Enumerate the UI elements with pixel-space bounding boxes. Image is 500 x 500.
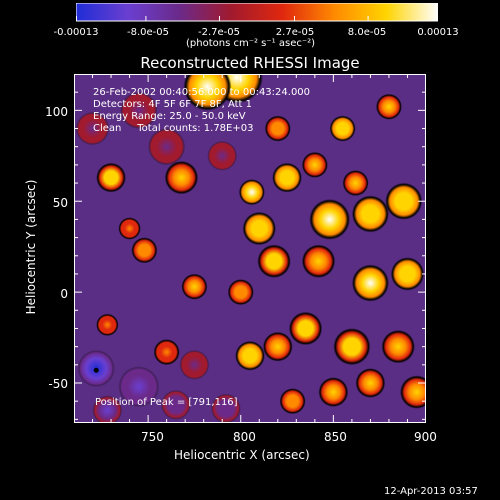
emission-source xyxy=(131,237,158,264)
negative-region xyxy=(120,91,158,129)
emission-source xyxy=(355,368,386,398)
emission-source xyxy=(227,279,254,306)
negative-region xyxy=(148,128,186,166)
emission-source xyxy=(183,74,232,111)
emission-source xyxy=(264,115,291,142)
emission-source xyxy=(257,244,291,278)
negative-region xyxy=(179,350,210,380)
x-tick-label: 850 xyxy=(324,430,347,444)
colorbar-gradient xyxy=(76,3,438,22)
emission-source xyxy=(181,273,208,300)
emission-source xyxy=(301,244,336,278)
negative-region xyxy=(211,393,241,423)
annotation-time-range: 26-Feb-2002 00:40:56.000 to 00:43:24.000 xyxy=(93,87,311,98)
emission-source xyxy=(301,151,328,178)
emission-source xyxy=(118,217,141,240)
emission-source xyxy=(318,377,349,407)
emission-source xyxy=(385,182,423,220)
y-tick-label: -50 xyxy=(48,377,68,391)
annotation-peak-position: Position of Peak = [791,116] xyxy=(95,397,238,408)
emission-source xyxy=(309,199,351,240)
plot-frame xyxy=(74,74,426,423)
annotation-energy-range: Energy Range: 25.0 - 50.0 keV xyxy=(93,111,246,122)
negative-region xyxy=(207,140,238,171)
emission-source xyxy=(153,339,180,366)
plot-area xyxy=(74,74,426,423)
emission-source xyxy=(375,93,402,120)
y-tick-label: 100 xyxy=(45,105,68,119)
heatmap-image xyxy=(75,74,426,423)
emission-source xyxy=(279,388,306,415)
emission-source xyxy=(400,375,426,409)
timestamp: 12-Apr-2013 03:57 xyxy=(384,486,478,497)
negative-region xyxy=(118,366,160,408)
x-tick-label: 900 xyxy=(414,430,437,444)
minimum-marker xyxy=(93,367,99,373)
colorbar xyxy=(76,3,438,22)
emission-source xyxy=(342,170,369,197)
y-axis-title: Heliocentric Y (arcsec) xyxy=(24,179,38,315)
colorbar-tick-label: -2.7e-05 xyxy=(198,27,240,38)
emission-source xyxy=(351,264,389,302)
emission-source xyxy=(288,311,323,346)
emission-source xyxy=(242,211,276,246)
colorbar-tick-label: -8.0e-05 xyxy=(127,27,169,38)
emission-source xyxy=(333,328,371,366)
emission-source xyxy=(329,115,356,142)
negative-region xyxy=(75,111,110,146)
emission-source xyxy=(164,160,199,195)
emission-source xyxy=(235,340,265,371)
y-tick-label: 50 xyxy=(52,196,68,210)
emission-source xyxy=(96,313,119,336)
emission-source xyxy=(381,329,415,364)
chart-title: Reconstructed RHESSI Image xyxy=(140,54,360,72)
annotation-detectors: Detectors: 4F 5F 6F 7F 8F, Att 1 xyxy=(93,99,253,110)
x-tick-label: 750 xyxy=(141,430,164,444)
emission-source xyxy=(390,257,425,291)
emission-source xyxy=(272,162,302,193)
emission-source xyxy=(238,179,265,206)
colorbar-tick-label: 0.00013 xyxy=(417,27,459,38)
annotation-method-counts: Clean Total counts: 1.78E+03 xyxy=(93,123,254,134)
colorbar-units: (photons cm⁻² s⁻¹ asec⁻²) xyxy=(186,38,316,49)
colorbar-tick-label: 8.0e-05 xyxy=(347,27,387,38)
x-tick-label: 800 xyxy=(233,430,256,444)
emission-source xyxy=(262,331,293,362)
x-axis-title: Heliocentric X (arcsec) xyxy=(174,448,310,462)
emission-source xyxy=(351,195,389,233)
y-tick-label: 0 xyxy=(60,287,68,301)
colorbar-ticks xyxy=(76,16,438,21)
negative-region xyxy=(161,390,191,420)
negative-region xyxy=(92,395,123,423)
emission-source xyxy=(96,162,126,193)
colorbar-tick-label: 2.7e-05 xyxy=(275,27,315,38)
colorbar-tick-label: -0.00013 xyxy=(53,27,99,38)
